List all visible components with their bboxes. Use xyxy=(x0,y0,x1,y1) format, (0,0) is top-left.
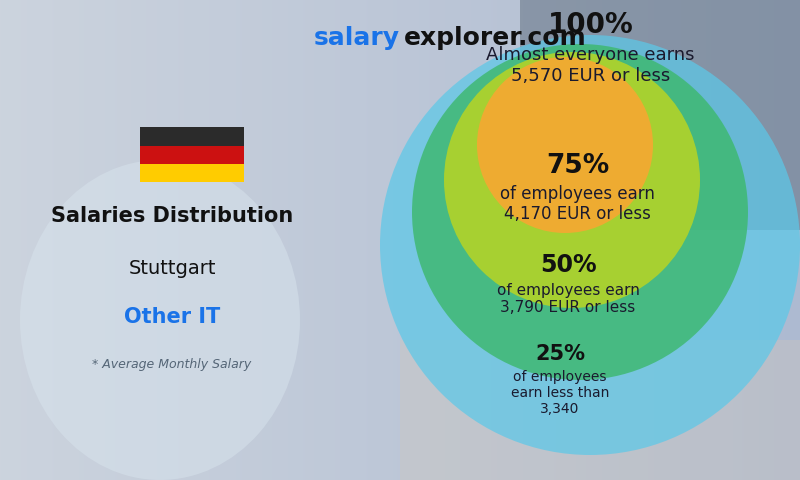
Ellipse shape xyxy=(20,160,300,480)
Text: 50%: 50% xyxy=(540,253,596,277)
Circle shape xyxy=(380,35,800,455)
Text: 4,170 EUR or less: 4,170 EUR or less xyxy=(504,204,651,223)
Circle shape xyxy=(444,52,700,308)
FancyBboxPatch shape xyxy=(140,145,244,164)
FancyBboxPatch shape xyxy=(140,164,244,182)
Text: explorer.com: explorer.com xyxy=(404,26,586,50)
FancyBboxPatch shape xyxy=(140,127,244,145)
Text: of employees earn: of employees earn xyxy=(500,185,655,204)
Circle shape xyxy=(412,44,748,380)
Text: 25%: 25% xyxy=(535,344,585,364)
Text: Stuttgart: Stuttgart xyxy=(128,259,216,278)
Text: 100%: 100% xyxy=(547,11,634,39)
Text: earn less than: earn less than xyxy=(511,386,609,400)
Text: * Average Monthly Salary: * Average Monthly Salary xyxy=(92,358,252,372)
FancyBboxPatch shape xyxy=(520,0,800,230)
Text: 75%: 75% xyxy=(546,153,610,179)
Text: Salaries Distribution: Salaries Distribution xyxy=(51,206,293,226)
Text: of employees earn: of employees earn xyxy=(497,283,639,298)
Text: salary: salary xyxy=(314,26,400,50)
FancyBboxPatch shape xyxy=(400,340,800,480)
Text: 3,340: 3,340 xyxy=(540,402,580,416)
Text: 5,570 EUR or less: 5,570 EUR or less xyxy=(510,67,670,85)
Text: Almost everyone earns: Almost everyone earns xyxy=(486,46,694,64)
Circle shape xyxy=(477,57,653,233)
Text: 3,790 EUR or less: 3,790 EUR or less xyxy=(500,300,636,315)
Text: of employees: of employees xyxy=(514,370,606,384)
Text: Other IT: Other IT xyxy=(124,307,220,327)
